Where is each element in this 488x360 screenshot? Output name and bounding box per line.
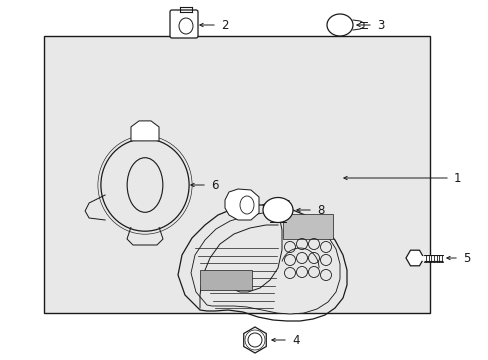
Text: 2: 2 [221,18,228,32]
Text: 5: 5 [462,252,469,265]
Text: 7: 7 [283,198,290,212]
Bar [283,214,332,239]
Ellipse shape [263,198,292,222]
Polygon shape [243,327,265,353]
Polygon shape [191,213,339,314]
Polygon shape [224,189,259,220]
Polygon shape [131,121,159,141]
Text: 1: 1 [453,171,461,185]
Text: 3: 3 [376,18,384,32]
Bar [200,270,251,290]
FancyBboxPatch shape [170,10,198,38]
Ellipse shape [326,14,352,36]
Text: 6: 6 [210,179,218,192]
Polygon shape [405,250,423,266]
Text: 4: 4 [291,333,299,346]
Text: 8: 8 [316,203,324,216]
Bar [44,36,429,313]
